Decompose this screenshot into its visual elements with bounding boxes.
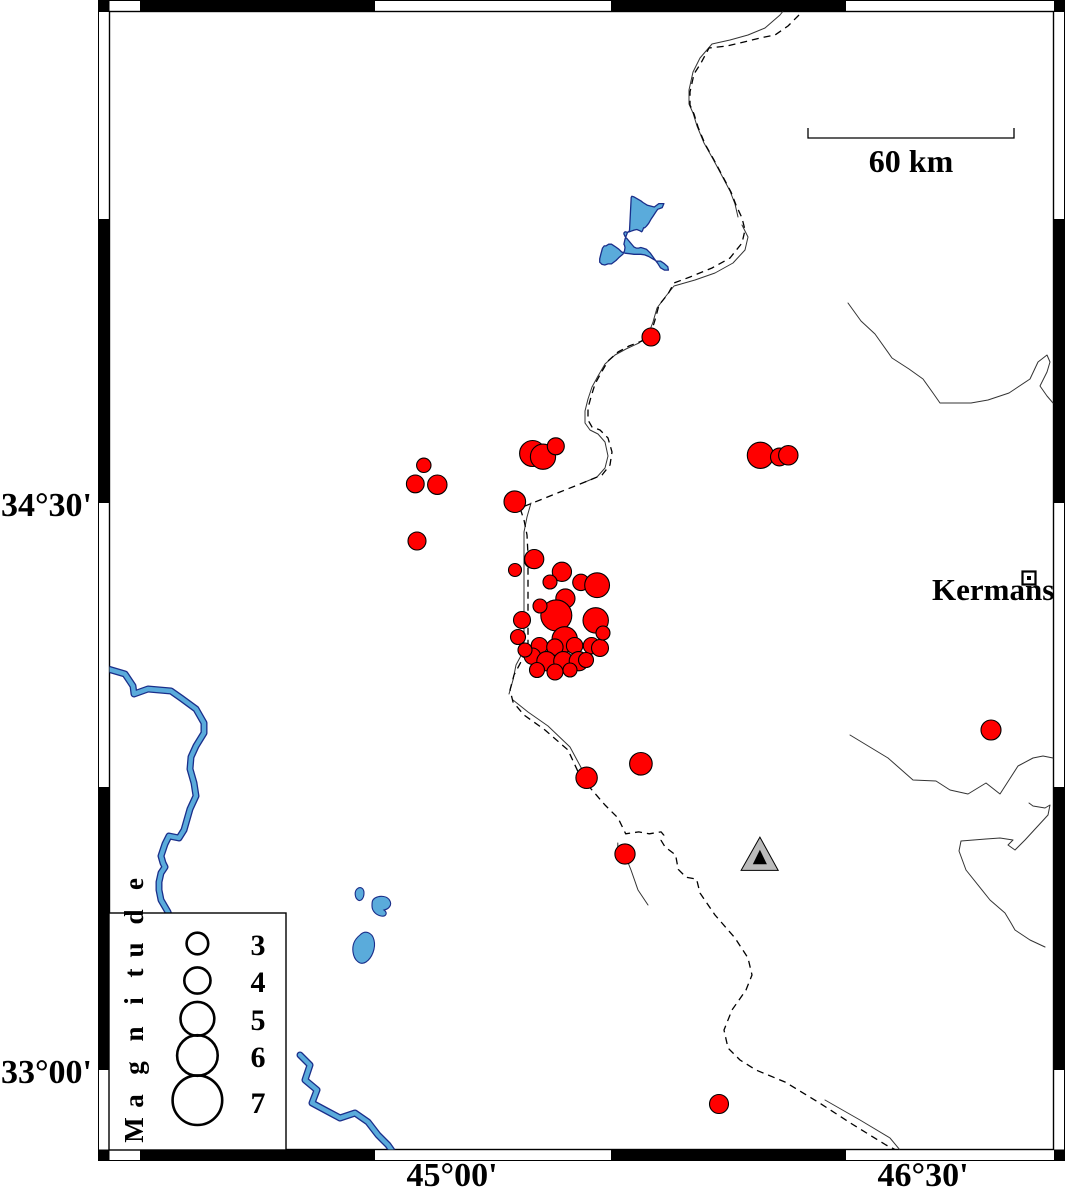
svg-text:7: 7 xyxy=(251,1087,266,1120)
svg-text:5: 5 xyxy=(251,1004,266,1037)
svg-text:46°30': 46°30' xyxy=(877,1157,968,1194)
svg-text:34°30': 34°30' xyxy=(1,487,92,524)
svg-text:a: a xyxy=(119,1094,149,1108)
svg-text:t: t xyxy=(119,969,149,978)
svg-text:M: M xyxy=(119,1117,149,1142)
svg-text:d: d xyxy=(119,909,149,924)
svg-text:4: 4 xyxy=(251,966,266,999)
svg-text:33°00': 33°00' xyxy=(1,1054,92,1091)
svg-text:n: n xyxy=(119,1026,149,1041)
svg-text:45°00': 45°00' xyxy=(406,1157,497,1194)
svg-text:Kermanshah: Kermanshah xyxy=(932,572,1066,607)
svg-text:60 km: 60 km xyxy=(869,143,954,179)
svg-text:g: g xyxy=(119,1061,149,1075)
svg-text:u: u xyxy=(119,942,149,957)
svg-text:6: 6 xyxy=(251,1041,266,1074)
svg-text:i: i xyxy=(119,997,149,1005)
svg-text:e: e xyxy=(119,878,149,890)
svg-text:3: 3 xyxy=(251,929,266,962)
